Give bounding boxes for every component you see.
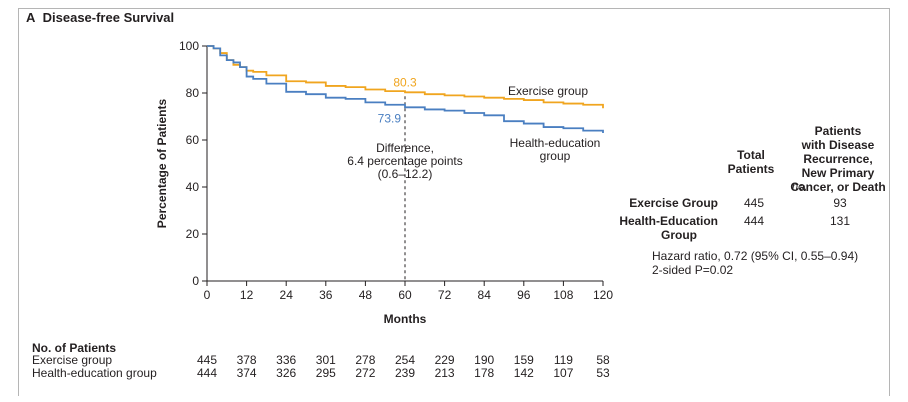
p-value-text: 2-sided P=0.02 [652,263,734,277]
table-row-total-health: 444 [743,214,765,228]
at-risk-value: 254 [394,353,416,367]
at-risk-value: 119 [553,353,573,367]
at-risk-value: 159 [513,353,534,367]
at-risk-value: 445 [196,353,218,367]
at-risk-value: 178 [474,366,495,380]
table-header-total-line: Total [737,148,765,162]
at-risk-value: 336 [276,353,297,367]
table-header-events-line: Cancer, or Death [790,180,886,194]
difference-annotation-line: 6.4 percentage points [347,154,462,168]
table-header-events: Patients with Disease Recurrence, New Pr… [780,124,896,194]
table-header-events-line: Recurrence, [803,152,873,166]
exercise-value-label: 80.3 [393,75,417,89]
at-risk-value: 374 [236,366,257,380]
table-header-total: Total Patients [726,148,776,176]
health-education-value-label: 73.9 [378,111,402,125]
at-risk-label-exercise: Exercise group [32,353,113,367]
x-tick-label: 60 [398,288,412,302]
hazard-ratio-text: Hazard ratio, 0.72 (95% CI, 0.55–0.94) [652,249,859,263]
x-axis-label: Months [384,312,427,326]
x-tick-label: 108 [553,288,573,302]
panel-title-text: Disease-free Survival [42,10,175,25]
x-tick-label: 72 [438,288,452,302]
y-tick-label: 100 [179,39,199,53]
table-header-events-line: New Primary [801,166,875,180]
at-risk-value: 326 [276,366,297,380]
table-row-events-health: 131 [829,214,851,228]
at-risk-value: 53 [596,366,610,380]
row-label-line: Group [661,228,697,242]
y-tick-label: 20 [186,227,200,241]
table-row-label-exercise: Exercise Group [600,196,718,210]
at-risk-value: 229 [434,353,455,367]
table-unit: no. [792,181,808,193]
at-risk-value: 213 [434,366,455,380]
difference-annotation-line: (0.6–12.2) [378,167,433,181]
table-row-total-exercise: 445 [743,196,765,210]
x-tick-label: 0 [204,288,211,302]
y-tick-label: 40 [186,180,200,194]
at-risk-value: 301 [315,353,336,367]
figure-frame [18,8,890,396]
table-header-total-line: Patients [727,162,775,176]
table-header-events-line: with Disease [801,138,875,152]
y-axis-label: Percentage of Patients [155,98,169,228]
at-risk-value: 444 [196,366,218,380]
table-row-events-exercise: 93 [833,196,847,210]
x-tick-label: 120 [593,288,613,302]
x-tick-label: 48 [359,288,373,302]
at-risk-label-health: Health-education group [32,366,157,380]
at-risk-value: 295 [315,366,336,380]
health-education-series-label: group [540,149,571,163]
at-risk-value: 142 [513,366,534,380]
at-risk-value: 239 [394,366,416,380]
at-risk-value: 190 [474,353,495,367]
panel-letter: A [26,10,36,25]
difference-annotation-line: Difference, [376,141,434,155]
row-label-line: Exercise Group [629,196,718,210]
x-tick-label: 12 [240,288,254,302]
x-tick-label: 96 [517,288,531,302]
table-header-events-line: Patients [814,124,862,138]
at-risk-title: No. of Patients [32,341,117,355]
at-risk-value: 272 [355,366,376,380]
y-tick-label: 0 [192,274,199,288]
panel-title: A Disease-free Survival [26,10,174,25]
at-risk-value: 278 [355,353,376,367]
x-tick-label: 24 [280,288,294,302]
at-risk-value: 58 [596,353,610,367]
row-label-line: Health-Education [619,214,718,228]
at-risk-value: 378 [236,353,257,367]
x-tick-label: 84 [478,288,492,302]
exercise-group-curve [207,45,604,109]
health-education-series-label: Health-education [510,136,601,150]
y-tick-label: 80 [186,86,200,100]
hazard-ratio-block: Hazard ratio, 0.72 (95% CI, 0.55–0.94) 2… [652,249,858,277]
health-education-group-curve [207,45,604,133]
y-tick-label: 60 [186,133,200,147]
table-row-label-health: Health-Education Group [600,214,718,242]
exercise-series-label: Exercise group [508,84,588,98]
at-risk-value: 107 [553,366,574,380]
x-tick-label: 36 [319,288,333,302]
